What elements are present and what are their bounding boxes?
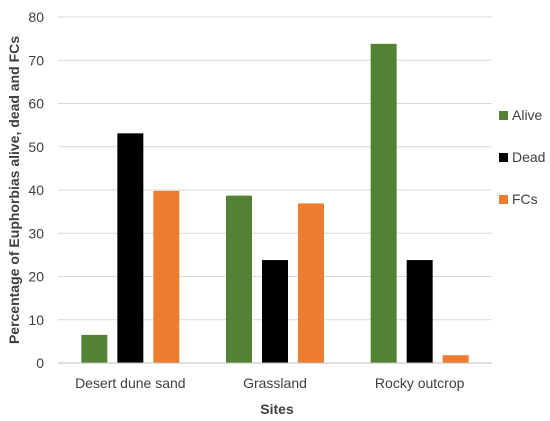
bar-dead-2	[262, 260, 288, 363]
bar-fcs-3	[442, 355, 469, 363]
legend-label-alive: Alive	[512, 107, 543, 123]
x-tick-label: Desert dune sand	[75, 375, 186, 391]
y-tick-label: 50	[28, 139, 44, 155]
y-tick-label: 30	[28, 225, 44, 241]
legend-label-dead: Dead	[512, 149, 545, 165]
bar-fcs-1	[153, 190, 180, 363]
y-tick-labels: 0 10 20 30 40 50 60 70 80	[28, 9, 44, 371]
x-tick-label: Grassland	[243, 375, 307, 391]
y-tick-label: 20	[28, 269, 44, 285]
legend-swatch-fcs	[499, 195, 508, 204]
legend-swatch-alive	[499, 111, 508, 120]
x-tick-label: Rocky outcrop	[375, 375, 465, 391]
bars	[81, 43, 469, 363]
x-axis-title: Sites	[260, 401, 294, 417]
bar-alive-2	[226, 195, 252, 363]
x-tick-labels: Desert dune sand Grassland Rocky outcrop	[75, 375, 465, 391]
bar-dead-3	[406, 260, 433, 363]
y-tick-label: 80	[28, 9, 44, 25]
y-axis-title: Percentage of Euphorbias alive, dead and…	[6, 36, 22, 344]
bar-alive-1	[81, 334, 108, 363]
y-tick-label: 60	[28, 96, 44, 112]
legend-label-fcs: FCs	[512, 191, 538, 207]
legend-swatch-dead	[499, 153, 508, 162]
bar-fcs-2	[298, 203, 324, 363]
y-tick-label: 10	[28, 312, 44, 328]
bar-dead-1	[117, 133, 144, 363]
bar-alive-3	[370, 43, 397, 363]
y-tick-label: 40	[28, 182, 44, 198]
y-tick-label: 0	[36, 355, 44, 371]
y-tick-label: 70	[28, 52, 44, 68]
legend: Alive Dead FCs	[499, 107, 545, 207]
